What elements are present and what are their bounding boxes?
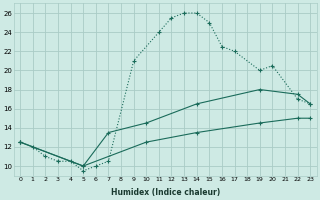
X-axis label: Humidex (Indice chaleur): Humidex (Indice chaleur) [111,188,220,197]
